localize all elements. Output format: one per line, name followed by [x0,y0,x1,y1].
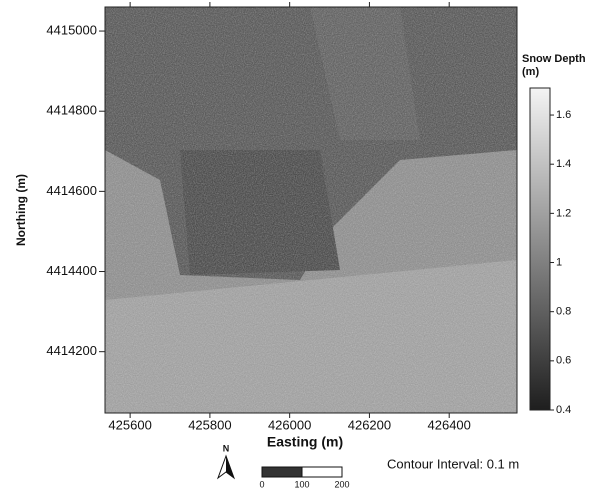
colorbar: 0.4 0.6 0.8 1 1.2 1.4 1.6 [530,88,571,416]
x-tick-label: 425600 [108,417,151,432]
x-axis-label: Easting (m) [267,434,343,450]
y-axis-label: Northing (m) [14,174,28,246]
page: Northing (m) Easting (m) 0.4 0.6 0.8 1 1.2 1.… [0,0,597,495]
x-tick-label: 426400 [428,417,471,432]
scale-label: 100 [294,479,309,489]
y-tick-label: 4414400 [46,263,97,278]
colorbar-title: Snow Depth (m) [522,53,592,79]
colorbar-tick-label: 1.6 [556,109,571,121]
scale-label: 0 [259,479,264,489]
scale-segment [262,467,302,477]
scale-segment [302,467,342,477]
y-tick-label: 4415000 [46,22,97,37]
x-tick-label: 426200 [348,417,391,432]
x-tick-label: 426000 [268,417,311,432]
y-tick-label: 4414800 [46,103,97,118]
north-label: N [223,443,230,453]
x-tick-label: 425800 [188,417,231,432]
colorbar-tick-label: 0.6 [556,355,571,367]
colorbar-tick-label: 1.4 [556,158,571,170]
raster [105,7,517,413]
map-figure: Northing (m) Easting (m) 0.4 0.6 0.8 1 1.2 1.… [0,0,597,495]
scale-label: 200 [334,479,349,489]
colorbar-tick-label: 0.4 [556,404,571,416]
y-tick-label: 4414600 [46,183,97,198]
colorbar-tick-label: 1 [556,256,562,268]
y-tick-label: 4414200 [46,343,97,358]
colorbar-tick-label: 1.2 [556,207,571,219]
colorbar-tick-label: 0.8 [556,306,571,318]
colorbar-scale [530,88,550,410]
contour-note: Contour Interval: 0.1 m [387,456,519,471]
